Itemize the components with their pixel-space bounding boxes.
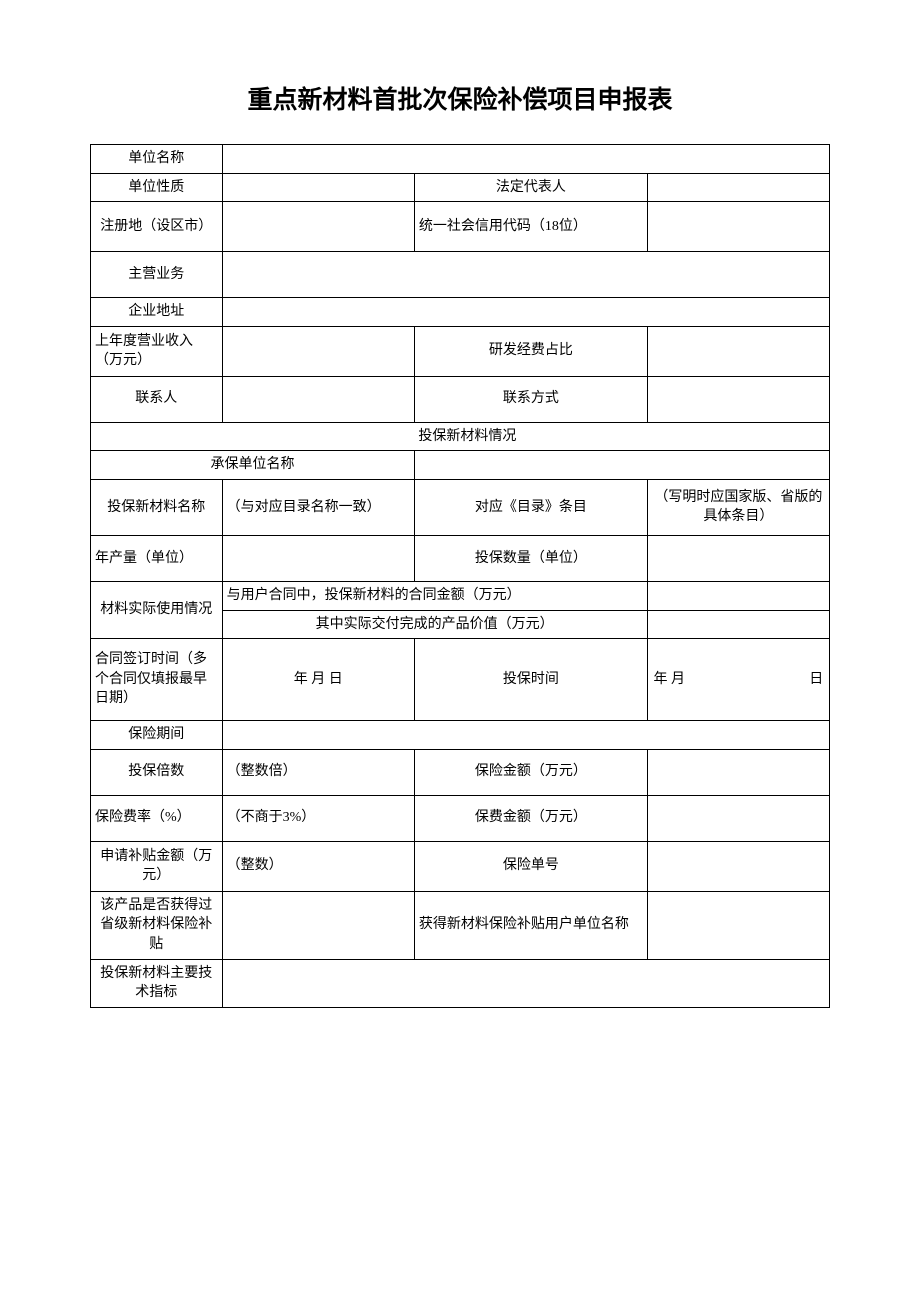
section-pad — [91, 422, 415, 451]
label-sign-time: 合同签订时间（多个合同仅填报最早日期） — [91, 639, 223, 721]
label-ins-mult: 投保倍数 — [91, 749, 223, 795]
label-insured-mat: 投保新材料名称 — [91, 479, 223, 535]
page-title: 重点新材料首批次保险补偿项目申报表 — [90, 80, 830, 116]
section-insured: 投保新材料情况 — [414, 422, 829, 451]
field-ent-addr[interactable] — [222, 298, 829, 327]
field-uscc[interactable] — [647, 202, 829, 252]
hint-ins-mult: （整数倍） — [222, 749, 414, 795]
label-ent-addr: 企业地址 — [91, 298, 223, 327]
field-insure-time[interactable]: 年 月 日 — [647, 639, 829, 721]
field-reg-place[interactable] — [222, 202, 414, 252]
field-rd-ratio[interactable] — [647, 326, 829, 376]
label-rd-ratio: 研发经费占比 — [414, 326, 647, 376]
field-unit-nature[interactable] — [222, 173, 414, 202]
hint-catalog: （写明时应国家版、省版的具体条目） — [647, 479, 829, 535]
label-unit-nature: 单位性质 — [91, 173, 223, 202]
field-ins-amount[interactable] — [647, 749, 829, 795]
field-legal-rep[interactable] — [647, 173, 829, 202]
label-mat-usage: 材料实际使用情况 — [91, 581, 223, 638]
label-ins-period: 保险期间 — [91, 721, 223, 750]
label-annual-output: 年产量（单位） — [91, 535, 223, 581]
label-subsidy-user: 获得新材料保险补贴用户单位名称 — [414, 891, 647, 959]
field-usage1[interactable] — [647, 581, 829, 610]
label-usage2: 其中实际交付完成的产品价值（万元） — [222, 610, 647, 639]
field-last-rev[interactable] — [222, 326, 414, 376]
label-contact-way: 联系方式 — [414, 376, 647, 422]
label-premium: 保费金额（万元） — [414, 795, 647, 841]
field-policy-no[interactable] — [647, 841, 829, 891]
hint-insured-mat: （与对应目录名称一致） — [222, 479, 414, 535]
ymd-d: 日 — [740, 670, 823, 690]
label-unit-name: 单位名称 — [91, 145, 223, 174]
label-underwriter: 承保单位名称 — [91, 451, 415, 480]
field-insured-qty[interactable] — [647, 535, 829, 581]
form-table: 单位名称 单位性质 法定代表人 注册地（设区市） 统一社会信用代码（18位） 主… — [90, 144, 830, 1008]
label-last-rev: 上年度营业收入（万元） — [91, 326, 223, 376]
ymd-ym: 年 月 — [653, 670, 736, 690]
label-subsidy-amt: 申请补贴金额（万元） — [91, 841, 223, 891]
field-contact-way[interactable] — [647, 376, 829, 422]
field-ins-period[interactable] — [222, 721, 829, 750]
field-underwriter[interactable] — [414, 451, 829, 480]
field-subsidy-user[interactable] — [647, 891, 829, 959]
hint-ins-rate: （不商于3%） — [222, 795, 414, 841]
label-got-prov: 该产品是否获得过省级新材料保险补贴 — [91, 891, 223, 959]
hint-subsidy: （整数） — [222, 841, 414, 891]
label-policy-no: 保险单号 — [414, 841, 647, 891]
label-main-biz: 主营业务 — [91, 252, 223, 298]
field-sign-time[interactable]: 年 月 日 — [222, 639, 414, 721]
label-insure-time: 投保时间 — [414, 639, 647, 721]
label-legal-rep: 法定代表人 — [414, 173, 647, 202]
label-ins-rate: 保险费率（%） — [91, 795, 223, 841]
field-tech-spec[interactable] — [222, 959, 829, 1007]
label-uscc: 统一社会信用代码（18位） — [414, 202, 647, 252]
label-contact: 联系人 — [91, 376, 223, 422]
label-insured-qty: 投保数量（单位） — [414, 535, 647, 581]
field-got-prov[interactable] — [222, 891, 414, 959]
field-premium[interactable] — [647, 795, 829, 841]
field-contact[interactable] — [222, 376, 414, 422]
label-ins-amount: 保险金额（万元） — [414, 749, 647, 795]
label-catalog-item: 对应《目录》条目 — [414, 479, 647, 535]
label-reg-place: 注册地（设区市） — [91, 202, 223, 252]
field-annual-output[interactable] — [222, 535, 414, 581]
field-main-biz[interactable] — [222, 252, 829, 298]
field-usage2[interactable] — [647, 610, 829, 639]
label-tech-spec: 投保新材料主要技术指标 — [91, 959, 223, 1007]
label-usage1: 与用户合同中，投保新材料的合同金额（万元） — [222, 581, 647, 610]
field-unit-name[interactable] — [222, 145, 829, 174]
